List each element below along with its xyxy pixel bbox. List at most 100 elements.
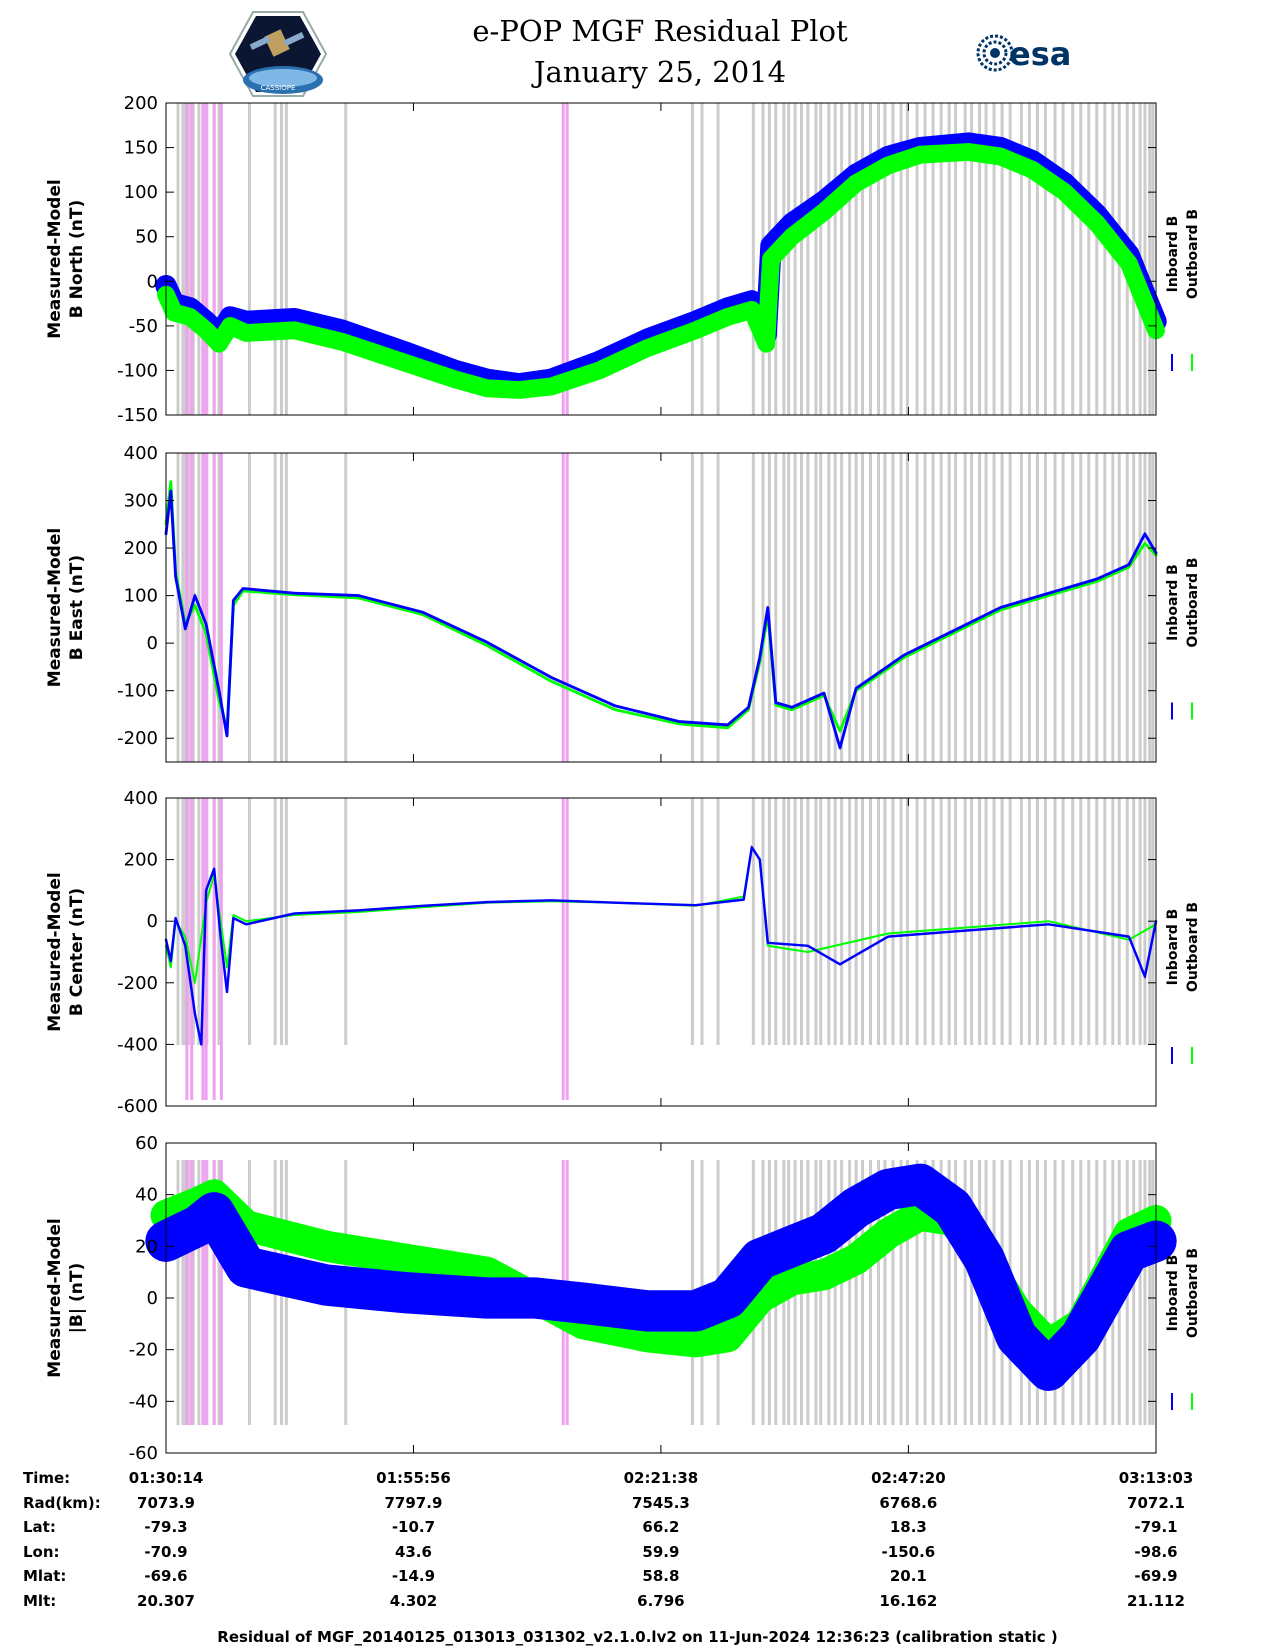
series-inboard-b-line: [165, 490, 1157, 751]
table-row-label: Mlat:: [23, 1567, 67, 1585]
y-tick-label: -100: [117, 681, 158, 702]
series-outboard-b: [157, 143, 1165, 399]
y-tick-label: -40: [129, 1391, 158, 1412]
table-cell: 7797.9: [384, 1493, 443, 1512]
table-cell: -69.6: [144, 1567, 188, 1585]
table-cell: -98.6: [1134, 1542, 1178, 1561]
table-cell: 6768.6: [879, 1493, 938, 1512]
table-cell: -79.1: [1134, 1518, 1178, 1536]
y-tick-label: -100: [117, 360, 158, 381]
esa-logo-text: esa: [1009, 35, 1071, 73]
y-axis-label: B North (nT): [67, 200, 87, 319]
table-cell: -69.9: [1134, 1567, 1178, 1585]
plot-frame: [165, 797, 1157, 1107]
y-tick-label: 200: [124, 93, 158, 114]
y-tick-label: 300: [124, 491, 158, 512]
table-cell: 03:13:03: [1118, 1469, 1194, 1487]
table-cell: 20.307: [137, 1591, 195, 1610]
series-outboard-b-line: [165, 481, 1157, 734]
y-tick-label: 0: [147, 911, 158, 932]
legend-outboard-label: Outboard B: [1185, 1248, 1201, 1338]
y-tick-label: 60: [135, 1133, 158, 1154]
table-cell: 7545.3: [631, 1493, 690, 1512]
y-tick-label: -20: [129, 1340, 158, 1361]
series-inboard-b: [164, 489, 1158, 750]
table-cell: 59.9: [642, 1542, 680, 1561]
table-cell: -14.9: [391, 1567, 436, 1585]
y-tick-label: 0: [147, 1288, 158, 1309]
table-cell: 01:30:14: [128, 1469, 204, 1487]
y-tick-label: -200: [117, 973, 158, 994]
y-tick-label: 200: [124, 538, 158, 559]
panel-1: [155, 102, 1193, 416]
y-tick-label: 100: [124, 586, 158, 607]
table-cell: 18.3: [889, 1518, 927, 1536]
series-inboard-b: [164, 846, 1158, 1046]
y-tick-label: -60: [129, 1443, 158, 1464]
panel-3: [164, 797, 1193, 1107]
panel-4: [145, 1142, 1193, 1454]
y-tick-label: 400: [124, 788, 158, 809]
table-cell: 16.162: [879, 1591, 938, 1610]
table-row-label: Lon:: [23, 1542, 60, 1561]
table-cell: -79.3: [144, 1518, 188, 1536]
table-cell: 21.112: [1127, 1591, 1185, 1610]
y-axis-label: Measured-Model: [45, 528, 65, 687]
series-outboard-b-line: [165, 151, 1157, 391]
cassiope-logo-text: CASSIOPE: [261, 84, 296, 92]
y-axis-label: Measured-Model: [45, 872, 65, 1031]
y-tick-label: 100: [124, 182, 158, 203]
y-tick-label: 200: [124, 850, 158, 871]
series-inboard-b-line: [165, 1183, 1157, 1372]
y-tick-label: -200: [117, 728, 158, 749]
y-tick-label: 20: [135, 1236, 158, 1257]
series-inboard-b-line: [165, 845, 1157, 1045]
table-cell: 58.8: [642, 1567, 680, 1585]
y-tick-label: -150: [117, 405, 158, 426]
series-outboard-b: [165, 846, 1157, 984]
y-tick-label: 50: [135, 227, 158, 248]
legend-inboard-label: Inboard B: [1165, 909, 1181, 986]
table-row-label: Mlt:: [23, 1591, 57, 1610]
table-cell: 66.2: [642, 1518, 680, 1536]
y-tick-label: 0: [147, 271, 158, 292]
panel-2: [164, 452, 1193, 763]
y-axis-label: Measured-Model: [45, 1218, 65, 1377]
y-tick-label: 150: [124, 138, 158, 159]
table-row-label: Lat:: [23, 1518, 56, 1536]
chart-title: e-POP MGF Residual Plot: [472, 14, 848, 48]
table-cell: -70.9: [144, 1542, 188, 1561]
y-axis-label: B East (nT): [67, 555, 87, 660]
y-tick-label: 400: [124, 443, 158, 464]
esa-logo-icon: esa: [976, 34, 1071, 73]
table-cell: 7073.9: [137, 1493, 195, 1512]
y-tick-label: 40: [135, 1185, 158, 1206]
y-axis-label: B Center (nT): [67, 888, 87, 1016]
y-tick-label: 0: [147, 633, 158, 654]
y-axis-label: |B| (nT): [67, 1263, 87, 1334]
table-row-label: Rad(km):: [23, 1493, 101, 1512]
table-cell: 02:47:20: [871, 1469, 946, 1487]
chart-subtitle: January 25, 2014: [533, 55, 787, 89]
y-axis-label: Measured-Model: [45, 179, 65, 338]
legend-inboard-label: Inboard B: [1165, 564, 1181, 641]
cassiope-logo-icon: CASSIOPE: [228, 11, 328, 97]
legend-inboard-label: Inboard B: [1165, 1255, 1181, 1332]
table-cell: 43.6: [394, 1542, 432, 1561]
table-cell: 4.302: [389, 1591, 438, 1610]
legend-outboard-label: Outboard B: [1185, 902, 1201, 992]
table-cell: 6.796: [637, 1591, 685, 1610]
legend-outboard-label: Outboard B: [1185, 557, 1201, 647]
y-tick-label: -400: [117, 1034, 158, 1055]
footer-caption: Residual of MGF_20140125_013013_031302_v…: [217, 1628, 1058, 1646]
table-cell: 02:21:38: [623, 1469, 699, 1487]
table-cell: 01:55:56: [376, 1469, 451, 1487]
table-cell: -10.7: [391, 1518, 436, 1536]
table-cell: 7072.1: [1127, 1493, 1185, 1512]
legend-inboard-label: Inboard B: [1165, 216, 1181, 293]
y-tick-label: -50: [129, 316, 158, 337]
y-tick-label: -600: [117, 1096, 158, 1117]
table-cell: 20.1: [889, 1567, 927, 1585]
table-cell: -150.6: [881, 1542, 936, 1561]
